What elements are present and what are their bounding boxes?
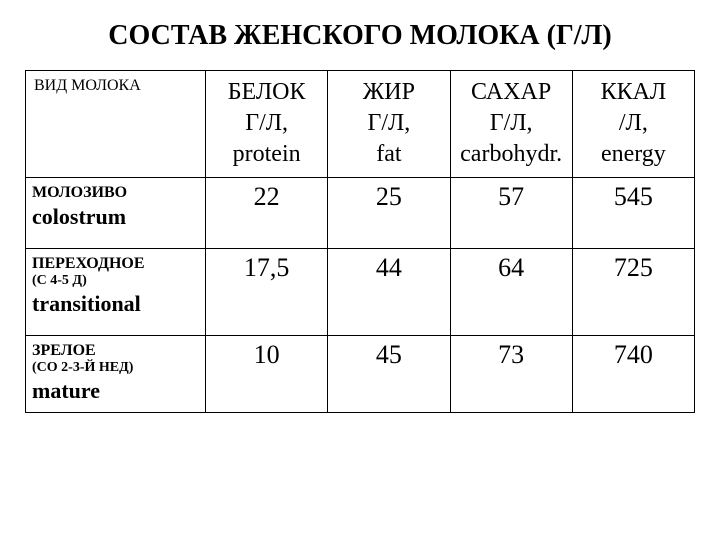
cell-fat: 25 — [328, 177, 450, 248]
row-type-cell: ПЕРЕХОДНОЕ (С 4-5 Д) transitional — [26, 248, 206, 335]
header-text: ККАЛ — [601, 79, 667, 105]
cell-energy: 545 — [572, 177, 694, 248]
row-type-cell: МОЛОЗИВО colostrum — [26, 177, 206, 248]
row-label-eng: mature — [32, 378, 199, 404]
header-text: Г/Л, — [245, 110, 288, 136]
header-text: САХАР — [471, 79, 551, 105]
header-text: Г/Л, — [490, 110, 533, 136]
cell-protein: 22 — [206, 177, 328, 248]
cell-protein: 10 — [206, 335, 328, 412]
header-text: energy — [601, 141, 666, 167]
header-text: /Л, — [619, 110, 648, 136]
row-label-main: ПЕРЕХОДНОЕ — [32, 255, 199, 273]
header-text: БЕЛОК — [228, 79, 306, 105]
row-label-note: (СО 2-3-Й НЕД) — [32, 360, 199, 376]
cell-carb: 73 — [450, 335, 572, 412]
cell-protein: 17,5 — [206, 248, 328, 335]
cell-energy: 725 — [572, 248, 694, 335]
header-text: fat — [376, 141, 401, 167]
header-type: ВИД МОЛОКА — [26, 71, 206, 178]
row-label-main: ЗРЕЛОЕ — [32, 342, 199, 360]
header-text: ЖИР — [363, 79, 415, 105]
header-text: protein — [233, 141, 301, 167]
header-fat: ЖИР Г/Л, fat — [328, 71, 450, 178]
header-text: carbohydr. — [460, 141, 562, 167]
table-row: МОЛОЗИВО colostrum 22 25 57 545 — [26, 177, 695, 248]
header-energy: ККАЛ /Л, energy — [572, 71, 694, 178]
row-label-eng: transitional — [32, 291, 199, 317]
header-protein: БЕЛОК Г/Л, protein — [206, 71, 328, 178]
cell-carb: 64 — [450, 248, 572, 335]
header-carb: САХАР Г/Л, carbohydr. — [450, 71, 572, 178]
row-label-eng: colostrum — [32, 204, 199, 230]
composition-table: ВИД МОЛОКА БЕЛОК Г/Л, protein ЖИР Г/Л, f… — [25, 70, 695, 413]
table-row: ЗРЕЛОЕ (СО 2-3-Й НЕД) mature 10 45 73 74… — [26, 335, 695, 412]
row-type-cell: ЗРЕЛОЕ (СО 2-3-Й НЕД) mature — [26, 335, 206, 412]
cell-energy: 740 — [572, 335, 694, 412]
table-header-row: ВИД МОЛОКА БЕЛОК Г/Л, protein ЖИР Г/Л, f… — [26, 71, 695, 178]
header-text: Г/Л, — [367, 110, 410, 136]
cell-carb: 57 — [450, 177, 572, 248]
table-row: ПЕРЕХОДНОЕ (С 4-5 Д) transitional 17,5 4… — [26, 248, 695, 335]
cell-fat: 45 — [328, 335, 450, 412]
row-label-note: (С 4-5 Д) — [32, 273, 199, 289]
page-title: СОСТАВ ЖЕНСКОГО МОЛОКА (Г/Л) — [25, 20, 695, 52]
cell-fat: 44 — [328, 248, 450, 335]
row-label-main: МОЛОЗИВО — [32, 184, 199, 202]
